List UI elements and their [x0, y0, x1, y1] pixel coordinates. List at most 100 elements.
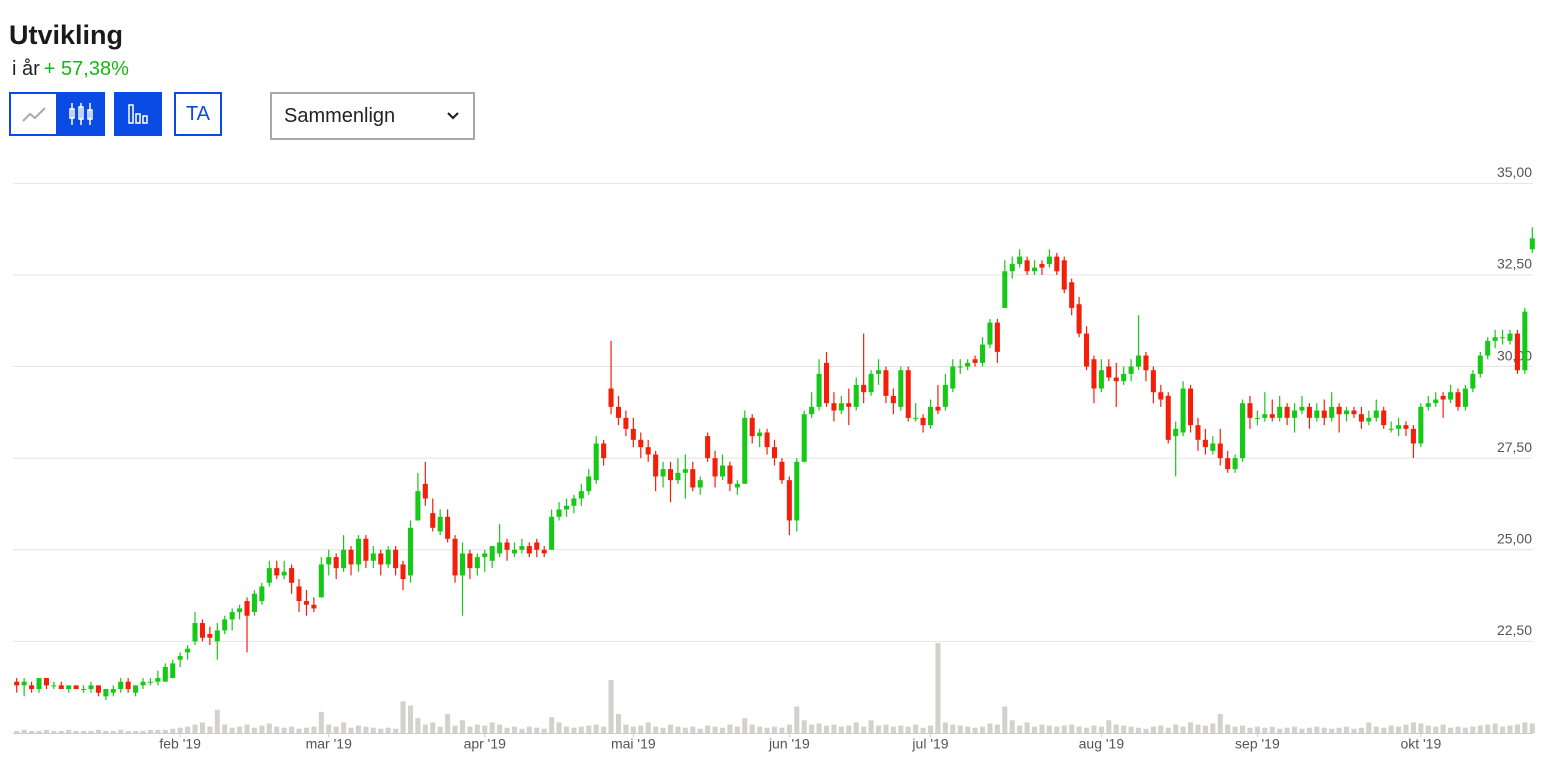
- volume-bar: [578, 726, 584, 733]
- volume-bar: [526, 726, 532, 733]
- candle-body: [1069, 282, 1075, 308]
- candle-body: [712, 458, 718, 477]
- volume-bar: [1165, 727, 1171, 733]
- candle-body: [838, 403, 844, 411]
- volume-bar: [1136, 727, 1142, 733]
- candle-body: [1121, 373, 1127, 382]
- candle-body: [1440, 395, 1446, 400]
- candle-body: [719, 465, 726, 477]
- candle-body: [259, 586, 265, 602]
- volume-bar: [615, 713, 622, 733]
- candle-body: [88, 685, 94, 690]
- volume-bar: [133, 730, 139, 733]
- ta-button[interactable]: TA: [174, 92, 222, 136]
- candle-body: [1076, 304, 1082, 334]
- candle-body: [474, 557, 480, 569]
- candle-body: [1514, 333, 1520, 371]
- candle-body: [1202, 439, 1208, 448]
- candle-body: [430, 513, 436, 528]
- volume-bar: [199, 722, 205, 733]
- volume-bar: [1106, 720, 1112, 733]
- volume-bar: [1046, 725, 1052, 733]
- volume-bar: [950, 724, 956, 733]
- candle-body: [846, 403, 852, 407]
- volume-bar: [192, 724, 198, 733]
- candle-body: [1418, 406, 1424, 444]
- candle-body: [422, 483, 428, 499]
- candle-body: [853, 384, 859, 407]
- volume-bar: [534, 727, 540, 733]
- candle-body: [118, 681, 124, 690]
- candle-body: [794, 461, 800, 521]
- candle-body: [192, 623, 198, 642]
- candle-body: [1091, 359, 1097, 389]
- volume-bar: [675, 726, 681, 733]
- volume-bar: [415, 718, 421, 733]
- candle-body: [519, 546, 525, 550]
- candle-body: [1225, 458, 1231, 470]
- volume-bar: [445, 713, 451, 733]
- volume-bar: [147, 729, 153, 733]
- candle-body: [296, 586, 302, 602]
- volume-bar: [296, 728, 302, 733]
- candle-chart-button[interactable]: [56, 92, 105, 136]
- volume-bar: [162, 729, 168, 733]
- candle-body: [103, 689, 109, 697]
- candle-body: [586, 476, 592, 492]
- volume-bar: [1076, 726, 1082, 733]
- candle-body: [467, 553, 473, 569]
- candle-body: [58, 685, 64, 690]
- candle-body: [549, 516, 555, 550]
- volume-bar: [927, 725, 934, 733]
- candle-body: [653, 454, 659, 477]
- volume-bar: [638, 725, 644, 733]
- volume-bar: [1299, 728, 1305, 733]
- volume-bar: [36, 730, 42, 733]
- volume-bar: [556, 722, 562, 733]
- candle-body: [1217, 443, 1223, 459]
- candle-body: [1143, 355, 1149, 371]
- chevron: [447, 112, 459, 120]
- candle-body: [81, 689, 87, 691]
- candle-body: [1433, 399, 1439, 404]
- volume-bar: [630, 726, 636, 733]
- volume-bar: [1277, 728, 1283, 733]
- volume-bar: [1284, 727, 1290, 733]
- volume-bar: [318, 711, 324, 733]
- volume-bar: [779, 727, 785, 733]
- volume-bar: [88, 730, 94, 733]
- volume-bar: [682, 727, 688, 733]
- candle-body: [638, 439, 644, 448]
- candle-body: [1425, 403, 1431, 407]
- candle-body: [883, 370, 889, 396]
- candle-body: [563, 505, 570, 510]
- candle-body: [1195, 425, 1201, 440]
- candle-body: [1262, 414, 1268, 418]
- compare-select[interactable]: Sammenlign: [270, 92, 475, 140]
- line-chart-button[interactable]: [9, 92, 58, 136]
- volume-bar: [1306, 727, 1312, 733]
- volume-bar: [1418, 723, 1424, 733]
- volume-bar: [504, 727, 510, 733]
- candle-body: [1017, 256, 1023, 264]
- volume-bar: [177, 727, 183, 733]
- candle-body: [1054, 256, 1060, 272]
- volume-bar: [170, 728, 176, 733]
- volume-bar: [771, 726, 778, 733]
- volume-bar: [1143, 728, 1149, 733]
- candle-body: [348, 549, 354, 565]
- volume-bar: [1091, 725, 1097, 733]
- volume-bar: [1173, 724, 1179, 733]
- volume-bar: [29, 730, 35, 733]
- volume-bar: [185, 726, 191, 733]
- compare-label: Sammenlign: [284, 104, 396, 127]
- x-tick-label: apr '19: [464, 736, 507, 752]
- volume-bar: [474, 724, 480, 733]
- candle-body: [1165, 395, 1171, 440]
- volume-button[interactable]: [114, 92, 162, 136]
- volume-bar: [541, 728, 547, 733]
- volume-bar: [214, 709, 220, 733]
- candle-body: [890, 395, 896, 404]
- volume-bar: [207, 726, 213, 733]
